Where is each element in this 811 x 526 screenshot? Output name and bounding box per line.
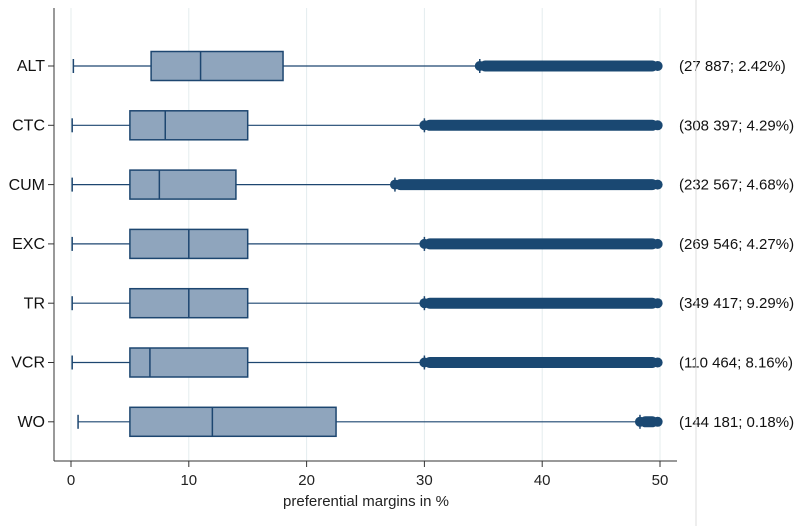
outlier-point: [652, 238, 663, 249]
outlier-point: [652, 416, 663, 427]
outlier-point: [652, 179, 663, 190]
category-label: ALT: [17, 58, 45, 75]
iqr-box: [150, 50, 284, 82]
outlier-band: [479, 60, 658, 72]
x-tick-label: 30: [416, 472, 433, 489]
outlier-point: [652, 298, 663, 309]
outlier-point: [634, 416, 645, 427]
count-annotation: (232 567; 4.68%): [679, 177, 794, 194]
boxes: [71, 50, 663, 438]
category-label: VCR: [11, 355, 45, 372]
outlier-point: [474, 61, 485, 71]
box-ctc: [71, 110, 663, 141]
box-exc: [71, 228, 663, 260]
count-annotation: (27 887; 2.42%): [679, 58, 786, 75]
box-alt: [72, 50, 663, 82]
category-label: WO: [17, 414, 45, 431]
outlier-band: [424, 357, 658, 368]
count-annotation: (308 397; 4.29%): [679, 117, 794, 134]
count-annotation: (110 464; 8.16%): [679, 354, 793, 371]
x-axis-title: preferential margins in %: [283, 493, 449, 510]
outlier-point: [652, 61, 663, 71]
box-wo: [77, 406, 663, 438]
outlier-point: [419, 238, 430, 249]
count-annotation: (269 546; 4.27%): [679, 236, 794, 253]
count-annotation: (349 417; 9.29%): [679, 295, 794, 312]
outlier-point: [419, 298, 430, 309]
outlier-band: [424, 297, 658, 309]
count-annotation: (144 181; 0.18%): [679, 414, 794, 431]
outlier-point: [419, 357, 430, 368]
x-tick-label: 10: [180, 472, 197, 489]
x-tick-label: 0: [67, 472, 75, 489]
labels: 0 10 20 30 40 50 ALT (27 887; 2.42%) CTC (308 397…: [9, 58, 795, 489]
category-label: CTC: [12, 118, 45, 135]
outlier-point: [389, 179, 400, 190]
category-label: CUM: [9, 177, 45, 194]
iqr-box: [129, 406, 337, 438]
x-tick-label: 20: [298, 472, 315, 489]
x-tick-label: 40: [534, 472, 551, 489]
outlier-band: [394, 179, 658, 191]
outlier-point: [652, 120, 663, 131]
category-label: EXC: [12, 236, 45, 253]
outlier-band: [424, 119, 658, 131]
x-tick-label: 50: [652, 472, 669, 489]
iqr-box: [129, 169, 237, 200]
box-tr: [71, 287, 663, 319]
outlier-point: [419, 120, 430, 131]
iqr-box: [129, 347, 249, 378]
outlier-band: [424, 238, 658, 250]
outlier-point: [652, 357, 663, 368]
grid-lines: [70, 8, 661, 461]
box-cum: [71, 169, 663, 200]
axes: [48, 8, 677, 467]
iqr-box: [129, 110, 249, 141]
box-vcr: [71, 347, 663, 378]
category-label: TR: [24, 295, 45, 312]
outlier-band: [639, 416, 658, 428]
